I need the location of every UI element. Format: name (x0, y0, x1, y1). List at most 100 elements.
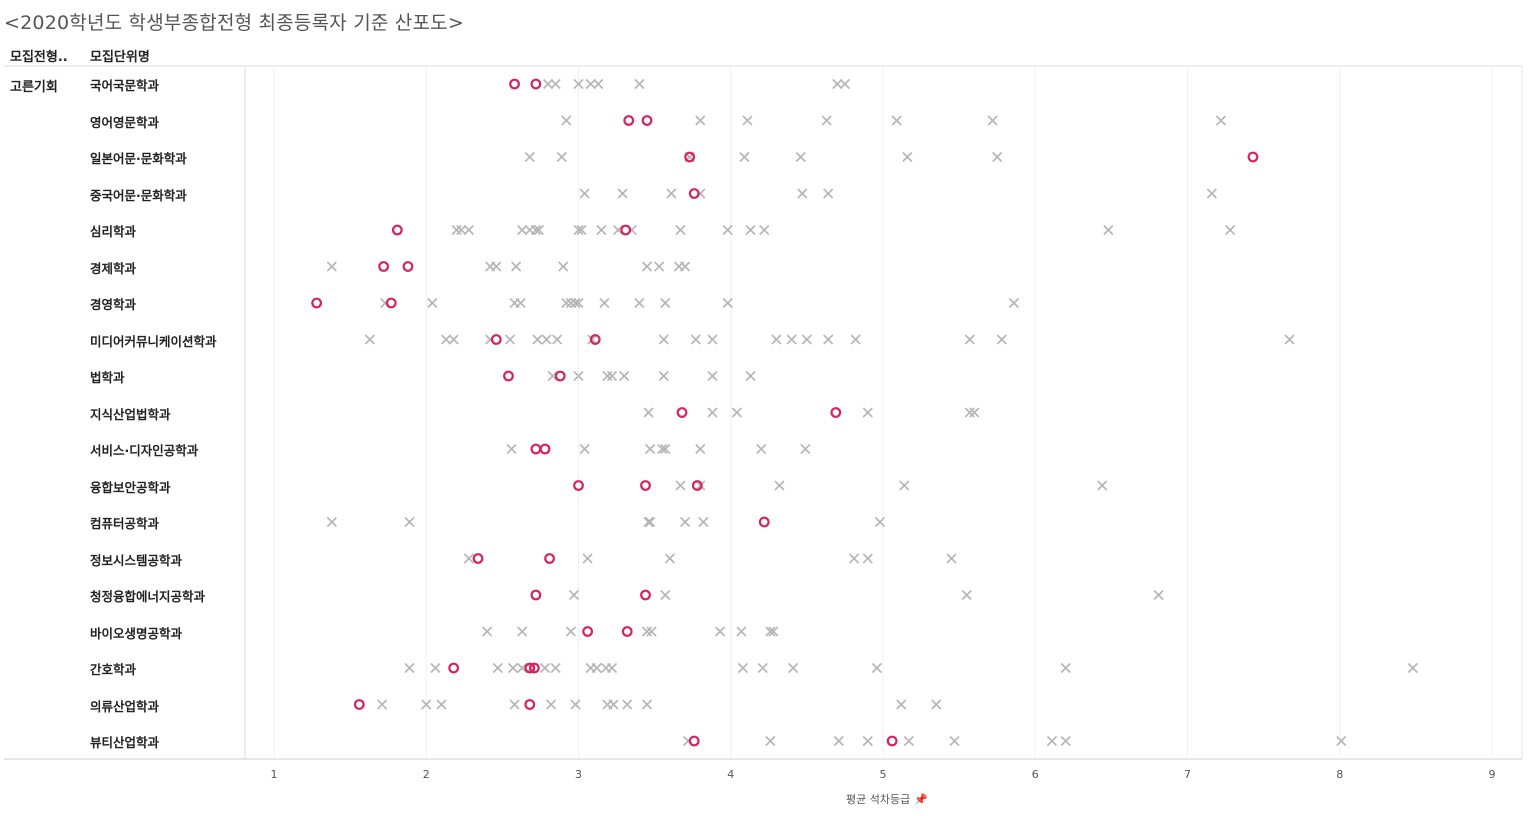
cross-point[interactable] (658, 334, 669, 345)
cross-point[interactable] (795, 151, 806, 163)
cross-point[interactable] (800, 443, 811, 455)
cross-point[interactable] (788, 662, 799, 674)
cross-point[interactable] (862, 553, 873, 564)
cross-point[interactable] (768, 626, 779, 637)
cross-point[interactable] (593, 78, 604, 90)
cross-point[interactable] (541, 334, 552, 345)
cross-point[interactable] (657, 443, 668, 455)
row-label[interactable]: 미디어커뮤니케이션학과 (90, 333, 217, 349)
circle-point[interactable] (448, 662, 460, 674)
cross-point[interactable] (599, 297, 610, 309)
cross-point[interactable] (675, 224, 686, 236)
cross-point[interactable] (695, 443, 706, 455)
cross-point[interactable] (690, 334, 701, 345)
cross-point[interactable] (506, 443, 517, 455)
circle-point[interactable] (539, 443, 551, 455)
row-label[interactable]: 일본어문·문화학과 (90, 151, 187, 166)
cross-point[interactable] (542, 78, 554, 90)
circle-point[interactable] (589, 334, 601, 345)
cross-point[interactable] (504, 334, 516, 345)
cross-point[interactable] (463, 224, 474, 236)
cross-point[interactable] (524, 151, 535, 163)
cross-point[interactable] (832, 78, 843, 90)
cross-point[interactable] (969, 407, 980, 418)
cross-point[interactable] (896, 699, 907, 710)
cross-point[interactable] (565, 626, 576, 637)
cross-point[interactable] (533, 224, 544, 236)
cross-point[interactable] (326, 261, 337, 272)
cross-point[interactable] (722, 224, 733, 236)
cross-point[interactable] (765, 735, 776, 747)
cross-point[interactable] (515, 297, 526, 309)
cross-point[interactable] (680, 261, 691, 272)
cross-point[interactable] (617, 188, 628, 199)
cross-point[interactable] (660, 589, 671, 601)
cross-point[interactable] (491, 261, 502, 272)
cross-point[interactable] (1097, 480, 1108, 491)
column-header-recruit-unit[interactable]: 모집단위명 (90, 50, 150, 65)
cross-point[interactable] (771, 334, 782, 345)
cross-point[interactable] (646, 626, 657, 637)
cross-point[interactable] (556, 151, 567, 163)
cross-point[interactable] (1103, 224, 1114, 236)
cross-point[interactable] (698, 516, 709, 528)
circle-point[interactable] (640, 589, 651, 601)
cross-point[interactable] (421, 699, 432, 710)
cross-point[interactable] (1008, 297, 1020, 309)
row-label[interactable]: 심리학과 (90, 224, 137, 239)
cross-point[interactable] (680, 516, 691, 528)
circle-point[interactable] (472, 553, 484, 564)
cross-point[interactable] (862, 407, 873, 418)
cross-point[interactable] (839, 78, 851, 90)
cross-point[interactable] (931, 699, 942, 710)
cross-point[interactable] (550, 662, 561, 674)
cross-point[interactable] (561, 297, 572, 309)
cross-point[interactable] (643, 516, 654, 528)
circle-point[interactable] (530, 589, 542, 601)
circle-point[interactable] (582, 626, 594, 637)
circle-point[interactable] (402, 261, 414, 272)
cross-point[interactable] (797, 188, 808, 199)
cross-point[interactable] (1225, 224, 1236, 236)
cross-point[interactable] (737, 662, 748, 674)
cross-point[interactable] (530, 224, 541, 236)
cross-point[interactable] (660, 297, 671, 309)
cross-point[interactable] (608, 699, 619, 710)
cross-point[interactable] (641, 699, 653, 710)
cross-point[interactable] (546, 699, 557, 710)
circle-point[interactable] (544, 553, 555, 564)
circle-point[interactable] (640, 480, 651, 491)
cross-point[interactable] (641, 261, 653, 272)
row-label[interactable]: 서비스·디자인공학과 (90, 443, 199, 458)
cross-point[interactable] (585, 78, 596, 90)
cross-point[interactable] (517, 224, 528, 236)
cross-point[interactable] (891, 115, 902, 126)
column-header-recruit-type[interactable]: 모집전형.. (10, 50, 68, 65)
row-label[interactable]: 중국어문·문화학과 (90, 187, 187, 203)
cross-point[interactable] (440, 334, 452, 345)
circle-point[interactable] (620, 224, 632, 236)
circle-point[interactable] (621, 626, 633, 637)
cross-point[interactable] (774, 480, 785, 491)
cross-point[interactable] (377, 699, 388, 710)
x-axis-label[interactable]: 평균 석차등급 📌 (846, 791, 928, 807)
cross-point[interactable] (634, 297, 645, 309)
cross-point[interactable] (823, 334, 834, 345)
cross-point[interactable] (658, 370, 669, 382)
cross-point[interactable] (823, 188, 834, 199)
cross-point[interactable] (949, 735, 960, 747)
cross-point[interactable] (1206, 188, 1217, 199)
row-label[interactable]: 간호학과 (90, 662, 137, 677)
cross-point[interactable] (722, 297, 733, 309)
cross-point[interactable] (492, 662, 503, 674)
cross-point[interactable] (1046, 735, 1058, 747)
cross-point[interactable] (757, 662, 768, 674)
cross-point[interactable] (660, 443, 671, 455)
row-label[interactable]: 정보시스템공학과 (90, 552, 183, 568)
circle-point[interactable] (688, 735, 700, 747)
cross-point[interactable] (643, 407, 654, 418)
cross-point[interactable] (364, 334, 375, 345)
circle-point[interactable] (573, 480, 584, 491)
cross-point[interactable] (448, 334, 459, 345)
cross-point[interactable] (695, 480, 706, 491)
